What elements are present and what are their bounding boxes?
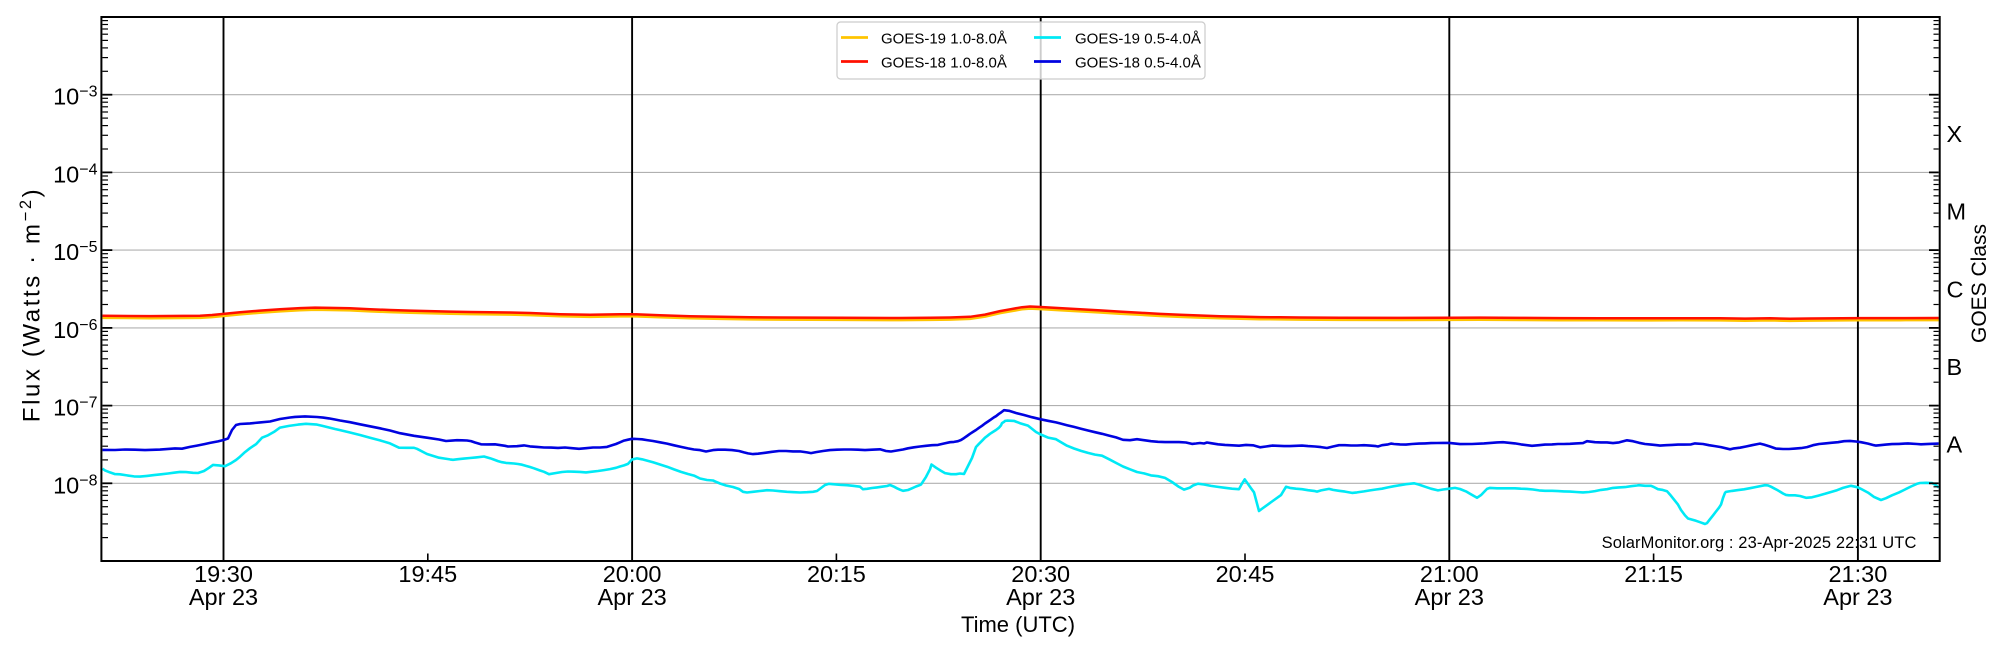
svg-text:X: X <box>1947 121 1963 147</box>
svg-text:GOES Class: GOES Class <box>1968 224 1991 343</box>
svg-text:GOES-19 1.0-8.0Å: GOES-19 1.0-8.0Å <box>881 30 1007 47</box>
svg-text:B: B <box>1947 354 1963 380</box>
svg-text:GOES-18 1.0-8.0Å: GOES-18 1.0-8.0Å <box>881 54 1007 71</box>
svg-text:GOES-18 0.5-4.0Å: GOES-18 0.5-4.0Å <box>1075 54 1201 71</box>
svg-text:20:15: 20:15 <box>807 561 866 587</box>
svg-text:19:30: 19:30 <box>194 561 253 587</box>
svg-text:Apr 23: Apr 23 <box>597 584 666 610</box>
svg-text:19:45: 19:45 <box>398 561 457 587</box>
svg-text:21:15: 21:15 <box>1624 561 1683 587</box>
svg-text:20:00: 20:00 <box>603 561 662 587</box>
svg-text:GOES-19 0.5-4.0Å: GOES-19 0.5-4.0Å <box>1075 30 1201 47</box>
svg-text:A: A <box>1947 432 1963 458</box>
svg-text:10−6: 10−6 <box>53 317 97 343</box>
svg-text:Apr 23: Apr 23 <box>1006 584 1075 610</box>
svg-text:20:30: 20:30 <box>1011 561 1070 587</box>
svg-text:21:30: 21:30 <box>1828 561 1887 587</box>
svg-text:21:00: 21:00 <box>1420 561 1479 587</box>
svg-text:Time (UTC): Time (UTC) <box>961 612 1075 637</box>
svg-text:Apr 23: Apr 23 <box>1823 584 1892 610</box>
svg-text:Apr 23: Apr 23 <box>1415 584 1484 610</box>
svg-text:Apr 23: Apr 23 <box>189 584 258 610</box>
svg-text:20:45: 20:45 <box>1216 561 1275 587</box>
svg-text:SolarMonitor.org : 23-Apr-2025: SolarMonitor.org : 23-Apr-2025 22:31 UTC <box>1602 534 1917 552</box>
svg-text:M: M <box>1947 199 1967 225</box>
svg-text:C: C <box>1947 276 1964 302</box>
svg-text:Flux (Watts · m−2): Flux (Watts · m−2) <box>17 187 46 422</box>
